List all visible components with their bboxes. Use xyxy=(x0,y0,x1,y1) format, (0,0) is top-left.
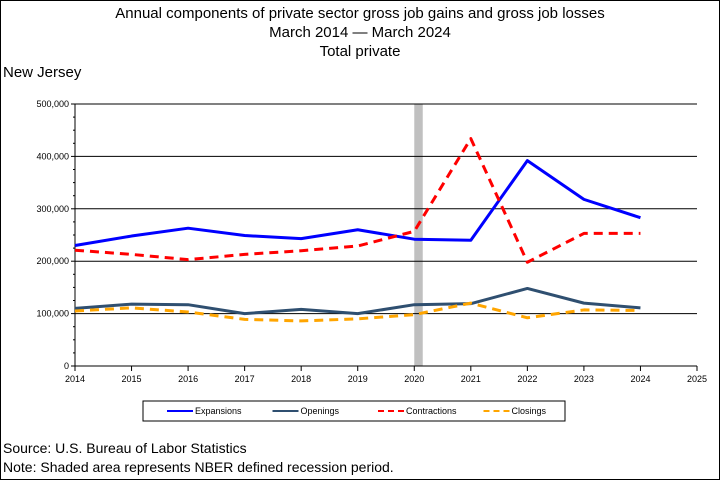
legend-label-openings: Openings xyxy=(301,406,340,416)
series-line-contractions xyxy=(74,137,641,264)
x-tick-label: 2024 xyxy=(630,374,650,384)
x-tick-label: 2022 xyxy=(517,374,537,384)
legend-box xyxy=(142,400,566,422)
legend-label-expansions: Expansions xyxy=(195,406,242,416)
x-tick-label: 2014 xyxy=(65,374,85,384)
x-tick-label: 2025 xyxy=(687,374,707,384)
x-tick-label: 2017 xyxy=(235,374,255,384)
x-tick-label: 2015 xyxy=(122,374,142,384)
y-tick-label: 100,000 xyxy=(36,309,69,319)
series-line-closings xyxy=(74,301,641,323)
x-tick-label: 2023 xyxy=(574,374,594,384)
x-tick-label: 2018 xyxy=(291,374,311,384)
recession-shading xyxy=(414,104,423,366)
legend-label-contractions: Contractions xyxy=(406,406,457,416)
y-tick-label: 0 xyxy=(64,361,69,371)
recession-note: Note: Shaded area represents NBER define… xyxy=(3,459,394,475)
chart-date-range: March 2014 — March 2024 xyxy=(269,24,451,41)
y-tick-label: 400,000 xyxy=(36,151,69,161)
x-tick-label: 2016 xyxy=(178,374,198,384)
source-note: Source: U.S. Bureau of Labor Statistics xyxy=(3,440,247,456)
series-line-openings xyxy=(74,286,641,316)
x-tick-label: 2020 xyxy=(404,374,424,384)
chart-subtitle: Total private xyxy=(319,43,401,60)
legend-label-closings: Closings xyxy=(512,406,547,416)
x-tick-label: 2021 xyxy=(461,374,481,384)
state-label: New Jersey xyxy=(3,64,82,81)
x-tick-label: 2019 xyxy=(348,374,368,384)
y-tick-label: 300,000 xyxy=(36,204,69,214)
chart-title: Annual components of private sector gros… xyxy=(115,5,605,22)
y-tick-label: 500,000 xyxy=(36,99,69,109)
y-tick-label: 200,000 xyxy=(36,256,69,266)
series-line-expansions xyxy=(74,159,641,247)
